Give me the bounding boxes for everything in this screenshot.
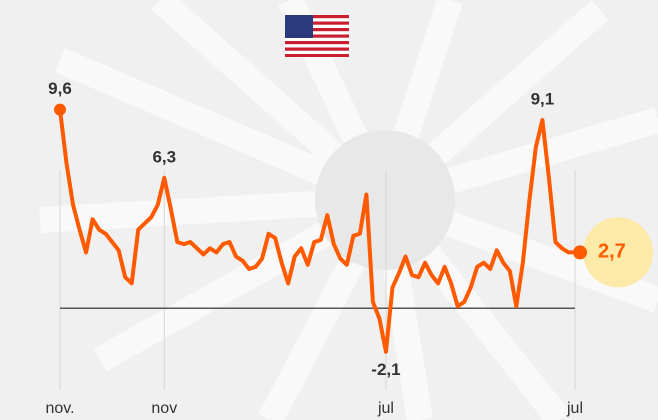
label-highlight [583, 217, 653, 288]
value-label: -2,1 [371, 360, 400, 379]
x-tick-label: nov [151, 400, 177, 417]
flag [285, 15, 349, 57]
line [58, 109, 575, 354]
x-tick-label: nov. [45, 400, 74, 417]
x-tick-label: jul [377, 400, 394, 417]
end-dot [54, 103, 66, 116]
value-label: 9,1 [531, 89, 555, 108]
value-label: 2,7 [598, 241, 626, 263]
x-tick-label: jul [566, 400, 583, 417]
end-dot [573, 245, 587, 260]
sunburst [39, 0, 658, 420]
value-label: 9,6 [48, 79, 72, 98]
value-label: 6,3 [152, 147, 176, 166]
